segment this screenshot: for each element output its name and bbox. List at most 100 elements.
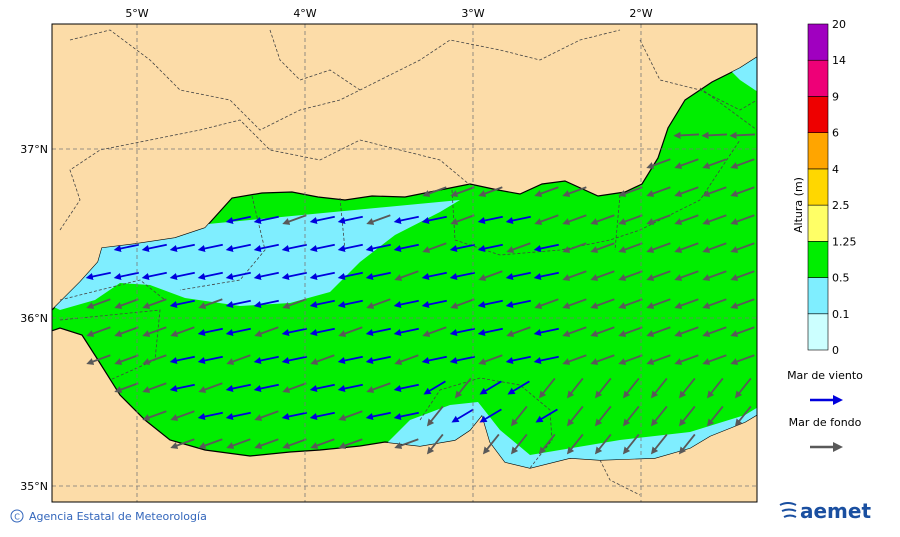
wave-arrow bbox=[730, 298, 755, 309]
wave-arrow bbox=[449, 327, 475, 337]
wave-arrow bbox=[646, 214, 671, 225]
wave-arrow bbox=[622, 377, 640, 399]
wave-arrow bbox=[169, 299, 195, 309]
wave-arrow bbox=[678, 377, 696, 399]
wave-arrow bbox=[594, 405, 612, 427]
wave-arrow bbox=[650, 433, 668, 455]
wave-arrow bbox=[254, 438, 279, 449]
wave-arrow bbox=[510, 405, 528, 427]
wave-arrow bbox=[393, 411, 419, 421]
colorbar-label: 0 bbox=[832, 344, 839, 357]
colorbar-band bbox=[807, 96, 829, 133]
wave-arrow bbox=[337, 243, 363, 253]
wave-arrow bbox=[393, 215, 419, 225]
wave-arrow bbox=[421, 271, 447, 281]
wave-arrow bbox=[86, 326, 111, 337]
wave-arrow bbox=[309, 383, 335, 393]
wave-arrow bbox=[423, 380, 446, 395]
arrows bbox=[85, 131, 756, 455]
colorbar-band bbox=[807, 204, 829, 242]
wave-arrow bbox=[646, 326, 671, 337]
wave-arrow bbox=[702, 214, 727, 225]
wave-arrow bbox=[533, 271, 559, 281]
wave-arrow bbox=[674, 270, 699, 281]
wave-arrow bbox=[674, 186, 699, 197]
wave-arrow bbox=[702, 298, 727, 309]
wave-arrow bbox=[282, 438, 307, 449]
wave-arrow bbox=[426, 405, 444, 427]
wave-arrow bbox=[451, 408, 474, 423]
lon-label: 2°W bbox=[629, 7, 652, 20]
colorbar-band bbox=[807, 132, 829, 170]
wave-arrow bbox=[198, 298, 223, 309]
wave-arrow bbox=[254, 326, 279, 337]
wave-arrow bbox=[337, 271, 363, 281]
wave-arrow bbox=[478, 186, 503, 197]
wave-arrow bbox=[197, 271, 223, 281]
wave-arrow bbox=[594, 377, 612, 399]
wave-arrow bbox=[646, 158, 671, 169]
lon-label: 3°W bbox=[461, 7, 484, 20]
wave-arrow bbox=[281, 327, 307, 337]
wave-arrow bbox=[622, 405, 640, 427]
wave-arrow bbox=[702, 186, 727, 197]
wave-arrow bbox=[674, 298, 699, 309]
colorbar-label: 2.5 bbox=[832, 199, 850, 212]
wave-arrow bbox=[141, 271, 167, 281]
wave-arrow bbox=[366, 382, 391, 393]
colorbar: 0 0.1 0.5 1.25 2.5 4 6 9 14 20 bbox=[807, 18, 857, 357]
wave-arrow bbox=[282, 382, 307, 393]
wave-arrow bbox=[114, 326, 139, 337]
wave-arrow bbox=[646, 186, 671, 197]
wave-arrow bbox=[253, 243, 279, 253]
wave-arrow bbox=[510, 433, 528, 455]
wave-arrow bbox=[365, 327, 391, 337]
wave-arrow bbox=[337, 299, 363, 309]
credit: Agencia Estatal de Meteorología bbox=[29, 510, 207, 523]
wave-arrow bbox=[730, 158, 755, 169]
wave-arrow bbox=[281, 411, 307, 421]
wave-arrow bbox=[534, 298, 559, 309]
wave-arrow bbox=[594, 433, 612, 455]
wave-arrow bbox=[338, 326, 363, 337]
wave-arrow bbox=[646, 242, 671, 253]
wave-arrow bbox=[426, 433, 444, 455]
colorbar-label: 6 bbox=[832, 127, 839, 140]
wave-arrow bbox=[450, 186, 475, 197]
wave-arrow bbox=[538, 377, 556, 399]
lat-label: 37°N bbox=[20, 143, 48, 156]
wave-arrow bbox=[253, 355, 279, 365]
wave-arrow bbox=[113, 271, 139, 281]
wave-arrow bbox=[141, 243, 167, 253]
wave-arrow bbox=[225, 383, 251, 393]
wave-arrow bbox=[281, 271, 307, 281]
logo-icon bbox=[779, 502, 797, 518]
wave-arrow bbox=[562, 326, 587, 337]
wave-arrow bbox=[114, 354, 139, 365]
wave-arrow bbox=[365, 271, 391, 281]
wave-arrow bbox=[729, 131, 756, 139]
colorbar-label: 4 bbox=[832, 163, 839, 176]
wave-arrow bbox=[422, 326, 447, 337]
legend-label: Mar de fondo bbox=[789, 416, 862, 429]
wave-arrow bbox=[505, 355, 531, 365]
wave-arrow bbox=[730, 326, 755, 337]
wave-arrow bbox=[618, 186, 643, 197]
wave-arrow bbox=[702, 326, 727, 337]
wave-arrow bbox=[618, 326, 643, 337]
wave-arrow bbox=[562, 354, 587, 365]
wave-arrow bbox=[421, 299, 447, 309]
wave-arrow bbox=[169, 243, 195, 253]
wave-arrow bbox=[337, 215, 363, 225]
wave-arrow bbox=[85, 271, 111, 281]
wave-arrow bbox=[422, 186, 447, 197]
wave-arrow bbox=[535, 408, 558, 423]
wave-arrow bbox=[477, 327, 503, 337]
colorbar-label: 14 bbox=[832, 54, 846, 67]
wave-arrow bbox=[674, 354, 699, 365]
wave-arrow bbox=[505, 271, 531, 281]
wave-arrow bbox=[225, 327, 251, 337]
wave-arrow bbox=[449, 355, 475, 365]
wave-arrow bbox=[650, 405, 668, 427]
wave-arrow bbox=[566, 433, 584, 455]
